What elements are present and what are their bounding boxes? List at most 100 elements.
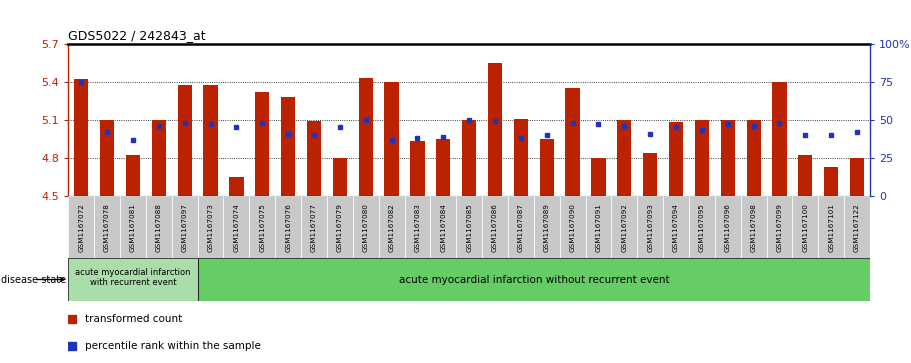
Bar <box>250 196 275 258</box>
Bar <box>359 78 373 196</box>
Bar <box>301 196 327 258</box>
Bar <box>68 258 198 301</box>
Text: acute myocardial infarction without recurrent event: acute myocardial infarction without recu… <box>398 274 669 285</box>
Bar <box>275 196 301 258</box>
Text: GSM1167091: GSM1167091 <box>596 203 601 252</box>
Bar <box>327 196 353 258</box>
Bar <box>539 139 554 196</box>
Bar <box>482 196 508 258</box>
Bar <box>430 196 456 258</box>
Text: GSM1167072: GSM1167072 <box>78 203 84 252</box>
Text: GSM1167100: GSM1167100 <box>803 203 808 252</box>
Bar <box>203 85 218 196</box>
Bar <box>198 258 870 301</box>
Bar <box>611 196 638 258</box>
Bar <box>94 196 120 258</box>
Text: GSM1167094: GSM1167094 <box>673 203 679 252</box>
Bar <box>663 196 689 258</box>
Bar <box>230 177 243 196</box>
Bar <box>514 118 528 196</box>
Text: GSM1167081: GSM1167081 <box>130 203 136 252</box>
Bar <box>436 139 450 196</box>
Bar <box>456 196 482 258</box>
Text: GSM1167086: GSM1167086 <box>492 203 498 252</box>
Text: GSM1167076: GSM1167076 <box>285 203 292 252</box>
Bar <box>695 120 709 196</box>
Bar <box>591 158 606 196</box>
Bar <box>172 196 198 258</box>
Bar <box>126 155 140 196</box>
Bar <box>333 158 347 196</box>
Bar <box>638 196 663 258</box>
Bar <box>818 196 844 258</box>
Bar <box>488 63 502 196</box>
Text: GSM1167122: GSM1167122 <box>855 203 860 252</box>
Bar <box>379 196 404 258</box>
Text: GSM1167096: GSM1167096 <box>725 203 731 252</box>
Text: GSM1167080: GSM1167080 <box>363 203 369 252</box>
Bar <box>773 82 786 196</box>
Text: disease state: disease state <box>2 274 67 285</box>
Text: GSM1167075: GSM1167075 <box>260 203 265 252</box>
Bar <box>850 158 865 196</box>
Bar <box>721 120 735 196</box>
Bar <box>100 120 114 196</box>
Bar <box>307 121 321 196</box>
Bar <box>824 167 838 196</box>
Text: GSM1167090: GSM1167090 <box>569 203 576 252</box>
Bar <box>689 196 715 258</box>
Bar <box>566 88 579 196</box>
Bar <box>643 153 658 196</box>
Bar <box>198 196 223 258</box>
Text: GSM1167097: GSM1167097 <box>181 203 188 252</box>
Bar <box>404 196 430 258</box>
Bar <box>74 79 88 196</box>
Bar <box>462 120 476 196</box>
Text: GSM1167087: GSM1167087 <box>517 203 524 252</box>
Text: GSM1167077: GSM1167077 <box>311 203 317 252</box>
Text: GSM1167074: GSM1167074 <box>233 203 240 252</box>
Bar <box>152 120 166 196</box>
Bar <box>223 196 250 258</box>
Text: GSM1167093: GSM1167093 <box>647 203 653 252</box>
Text: transformed count: transformed count <box>85 314 182 323</box>
Bar <box>741 196 766 258</box>
Bar <box>715 196 741 258</box>
Text: GSM1167084: GSM1167084 <box>440 203 446 252</box>
Text: GSM1167085: GSM1167085 <box>466 203 472 252</box>
Bar <box>844 196 870 258</box>
Bar <box>146 196 172 258</box>
Text: GSM1167099: GSM1167099 <box>776 203 783 252</box>
Bar <box>120 196 146 258</box>
Text: GSM1167101: GSM1167101 <box>828 203 834 252</box>
Bar <box>178 85 192 196</box>
Bar <box>559 196 586 258</box>
Text: GDS5022 / 242843_at: GDS5022 / 242843_at <box>68 29 206 42</box>
Text: acute myocardial infarction
with recurrent event: acute myocardial infarction with recurre… <box>76 268 190 287</box>
Bar <box>410 142 425 196</box>
Text: GSM1167092: GSM1167092 <box>621 203 628 252</box>
Bar <box>793 196 818 258</box>
Bar <box>255 92 270 196</box>
Bar <box>68 196 94 258</box>
Bar <box>353 196 379 258</box>
Text: GSM1167078: GSM1167078 <box>104 203 110 252</box>
Text: GSM1167073: GSM1167073 <box>208 203 213 252</box>
Text: GSM1167082: GSM1167082 <box>389 203 394 252</box>
Bar <box>669 122 683 196</box>
Bar <box>618 120 631 196</box>
Bar <box>384 82 399 196</box>
Bar <box>746 120 761 196</box>
Bar <box>798 155 813 196</box>
Text: GSM1167083: GSM1167083 <box>415 203 421 252</box>
Text: GSM1167089: GSM1167089 <box>544 203 549 252</box>
Text: GSM1167095: GSM1167095 <box>699 203 705 252</box>
Bar <box>508 196 534 258</box>
Text: percentile rank within the sample: percentile rank within the sample <box>85 341 261 351</box>
Bar <box>281 97 295 196</box>
Bar <box>766 196 793 258</box>
Text: GSM1167088: GSM1167088 <box>156 203 162 252</box>
Bar <box>534 196 559 258</box>
Text: GSM1167079: GSM1167079 <box>337 203 343 252</box>
Bar <box>586 196 611 258</box>
